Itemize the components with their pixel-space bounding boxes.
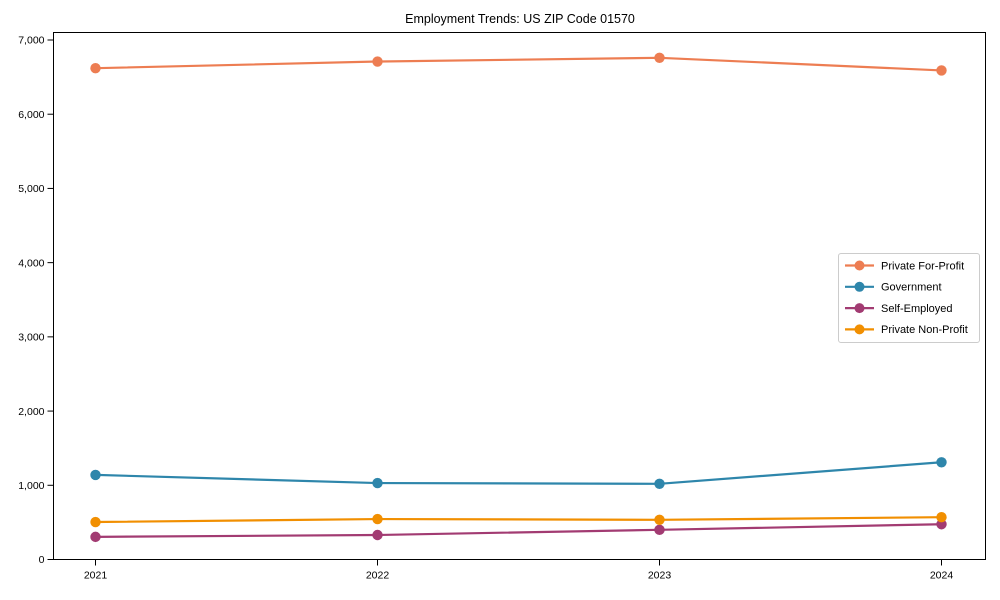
data-point-marker: [654, 514, 665, 525]
data-point-marker: [372, 513, 383, 525]
legend: Private For-Profit Government Self-Employe…: [838, 253, 980, 343]
legend-sample-marker: [854, 324, 865, 335]
data-point-marker: [372, 56, 383, 67]
series-line: [95, 56, 942, 72]
series-line: [95, 516, 942, 524]
x-tick-label: 2022: [366, 570, 390, 582]
data-point-marker: [654, 524, 665, 536]
plot-frame: [53, 32, 986, 560]
legend-item-label: Self-Employed: [881, 303, 953, 315]
y-axis: 0 1,000 2,000 3,000 4,000 5,000 6,000 7,000: [18, 35, 54, 566]
y-tick-label: 5,000: [18, 183, 44, 195]
legend-box: [838, 253, 980, 343]
data-point-marker: [90, 516, 101, 528]
data-point-marker: [90, 63, 101, 74]
data-point-marker: [90, 469, 101, 481]
y-tick-label: 2,000: [18, 406, 44, 418]
legend-sample-marker: [854, 303, 865, 314]
data-point-marker: [372, 477, 383, 489]
data-point-marker: [372, 529, 383, 541]
data-point-marker: [936, 457, 947, 468]
data-point-marker: [936, 511, 947, 523]
series-group: [90, 52, 947, 543]
data-point-marker: [654, 52, 665, 64]
y-tick-label: 3,000: [18, 332, 44, 344]
data-point-marker: [90, 531, 101, 543]
y-tick-label: 1,000: [18, 480, 44, 492]
data-point-marker: [654, 478, 665, 490]
x-tick-label: 2023: [648, 570, 672, 582]
x-tick-label: 2024: [930, 570, 954, 582]
data-point-marker: [936, 65, 947, 76]
y-tick-label: 7,000: [18, 35, 44, 47]
legend-item-label: Private For-Profit: [881, 260, 964, 272]
legend-sample-marker: [854, 281, 865, 292]
legend-item-label: Government: [881, 282, 942, 294]
y-tick-label: 6,000: [18, 109, 44, 121]
y-tick-label: 0: [39, 554, 45, 566]
x-tick-label: 2021: [84, 570, 108, 582]
series-line: [95, 461, 942, 485]
legend-item-label: Private Non-Profit: [881, 324, 968, 336]
x-axis: 2021 2022 2023 2024: [84, 559, 954, 582]
y-tick-label: 4,000: [18, 257, 44, 269]
chart-title: Employment Trends: US ZIP Code 01570: [405, 12, 635, 26]
legend-sample-marker: [854, 260, 865, 271]
series-line: [95, 523, 942, 538]
